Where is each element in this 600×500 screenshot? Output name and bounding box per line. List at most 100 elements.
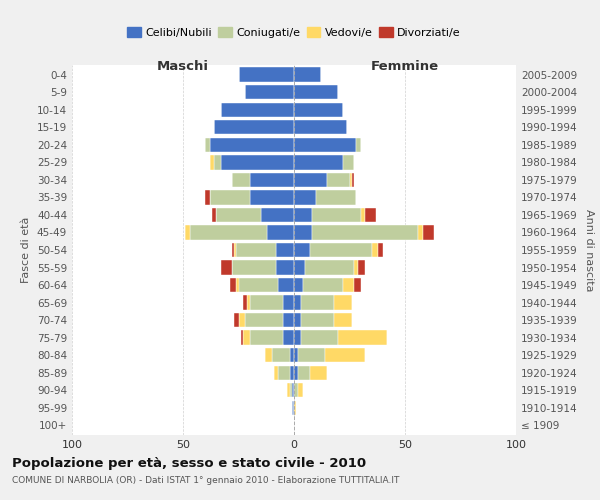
- Bar: [358, 260, 365, 274]
- Bar: [236, 243, 276, 257]
- Bar: [352, 172, 354, 187]
- Bar: [209, 138, 294, 152]
- Bar: [316, 190, 356, 204]
- Bar: [243, 330, 250, 345]
- Bar: [221, 155, 294, 170]
- Bar: [290, 348, 294, 362]
- Bar: [239, 68, 294, 82]
- Bar: [298, 348, 325, 362]
- Bar: [209, 155, 214, 170]
- Bar: [294, 85, 338, 100]
- Bar: [325, 348, 365, 362]
- Bar: [247, 296, 250, 310]
- Bar: [294, 208, 312, 222]
- Bar: [278, 366, 290, 380]
- Bar: [250, 330, 283, 345]
- Bar: [232, 172, 250, 187]
- Bar: [283, 313, 294, 328]
- Bar: [310, 243, 372, 257]
- Legend: Celibi/Nubili, Coniugati/e, Vedovi/e, Divorziati/e: Celibi/Nubili, Coniugati/e, Vedovi/e, Di…: [123, 22, 465, 42]
- Bar: [356, 138, 361, 152]
- Bar: [312, 226, 418, 239]
- Bar: [283, 296, 294, 310]
- Bar: [379, 243, 383, 257]
- Bar: [294, 348, 298, 362]
- Bar: [283, 330, 294, 345]
- Bar: [250, 296, 283, 310]
- Bar: [312, 208, 361, 222]
- Bar: [334, 313, 352, 328]
- Bar: [272, 348, 290, 362]
- Bar: [274, 366, 278, 380]
- Bar: [354, 260, 358, 274]
- Bar: [216, 208, 260, 222]
- Bar: [209, 190, 250, 204]
- Bar: [294, 138, 356, 152]
- Bar: [221, 102, 294, 117]
- Bar: [239, 313, 245, 328]
- Bar: [305, 260, 354, 274]
- Bar: [298, 366, 310, 380]
- Bar: [243, 296, 247, 310]
- Bar: [190, 226, 268, 239]
- Bar: [214, 155, 221, 170]
- Bar: [234, 243, 236, 257]
- Bar: [294, 330, 301, 345]
- Bar: [294, 313, 301, 328]
- Bar: [232, 243, 234, 257]
- Bar: [276, 243, 294, 257]
- Bar: [301, 313, 334, 328]
- Bar: [241, 330, 243, 345]
- Bar: [294, 366, 298, 380]
- Bar: [245, 85, 294, 100]
- Bar: [418, 226, 423, 239]
- Bar: [245, 313, 283, 328]
- Bar: [212, 208, 217, 222]
- Bar: [294, 383, 298, 398]
- Bar: [294, 190, 316, 204]
- Bar: [294, 296, 301, 310]
- Bar: [294, 155, 343, 170]
- Bar: [238, 278, 278, 292]
- Bar: [334, 296, 352, 310]
- Bar: [365, 208, 376, 222]
- Bar: [294, 260, 305, 274]
- Bar: [294, 226, 312, 239]
- Text: Popolazione per età, sesso e stato civile - 2010: Popolazione per età, sesso e stato civil…: [12, 458, 366, 470]
- Bar: [294, 120, 347, 134]
- Text: Maschi: Maschi: [157, 60, 209, 74]
- Bar: [294, 278, 303, 292]
- Bar: [372, 243, 379, 257]
- Bar: [276, 260, 294, 274]
- Bar: [310, 366, 328, 380]
- Bar: [290, 366, 294, 380]
- Bar: [250, 190, 294, 204]
- Bar: [185, 226, 190, 239]
- Y-axis label: Anni di nascita: Anni di nascita: [584, 209, 594, 291]
- Bar: [292, 400, 294, 415]
- Y-axis label: Fasce di età: Fasce di età: [22, 217, 31, 283]
- Bar: [290, 383, 292, 398]
- Text: COMUNE DI NARBOLIA (OR) - Dati ISTAT 1° gennaio 2010 - Elaborazione TUTTITALIA.I: COMUNE DI NARBOLIA (OR) - Dati ISTAT 1° …: [12, 476, 400, 485]
- Bar: [292, 383, 294, 398]
- Bar: [301, 296, 334, 310]
- Bar: [278, 278, 294, 292]
- Bar: [214, 120, 294, 134]
- Bar: [236, 278, 239, 292]
- Bar: [205, 138, 209, 152]
- Bar: [343, 278, 354, 292]
- Bar: [338, 330, 387, 345]
- Bar: [349, 172, 352, 187]
- Bar: [232, 260, 276, 274]
- Bar: [301, 330, 338, 345]
- Bar: [328, 172, 349, 187]
- Bar: [265, 348, 272, 362]
- Bar: [354, 278, 361, 292]
- Bar: [423, 226, 434, 239]
- Bar: [230, 278, 236, 292]
- Bar: [234, 313, 239, 328]
- Bar: [294, 243, 310, 257]
- Bar: [260, 208, 294, 222]
- Bar: [294, 102, 343, 117]
- Bar: [287, 383, 290, 398]
